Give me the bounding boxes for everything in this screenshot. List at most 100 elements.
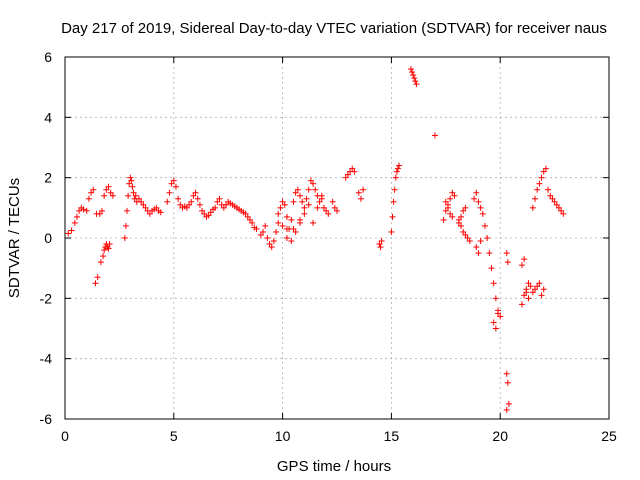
data-point [518, 262, 525, 269]
data-point [305, 186, 312, 193]
data-point [175, 195, 182, 202]
data-point [96, 210, 103, 217]
data-point [157, 209, 164, 216]
data-point [388, 228, 395, 235]
data-point [475, 250, 482, 257]
data-point [521, 292, 528, 299]
data-point [205, 212, 212, 219]
y-tick-label: -6 [40, 411, 53, 427]
data-point [299, 198, 306, 205]
data-point [411, 75, 418, 82]
data-point [121, 235, 128, 241]
data-point [334, 207, 340, 214]
data-point [73, 213, 80, 220]
data-point [186, 201, 193, 208]
data-point [212, 204, 219, 211]
data-point [153, 204, 160, 211]
data-point [538, 292, 545, 299]
data-point [101, 192, 108, 199]
grid-lines [65, 57, 609, 419]
data-point [316, 198, 323, 205]
data-point [464, 235, 471, 241]
y-tick-label: 6 [44, 49, 52, 65]
data-point [97, 259, 104, 266]
data-point [409, 69, 416, 76]
x-tick-label: 5 [170, 428, 178, 444]
data-point [329, 198, 336, 205]
data-point [124, 207, 131, 214]
data-point [288, 238, 295, 245]
data-point [410, 72, 417, 79]
data-point [242, 210, 249, 217]
data-point [331, 204, 338, 211]
x-tick-label: 15 [384, 428, 400, 444]
data-point [540, 168, 547, 175]
data-point [310, 219, 317, 226]
data-point [297, 192, 304, 199]
data-point [407, 66, 414, 73]
chart-title: Day 217 of 2019, Sidereal Day-to-day VTE… [61, 20, 607, 37]
y-tick-label: -4 [40, 351, 53, 367]
data-point [253, 225, 260, 232]
data-point [488, 265, 495, 272]
data-point [92, 280, 99, 287]
data-point [126, 180, 133, 187]
data-point [393, 168, 400, 175]
data-point [473, 189, 480, 196]
data-point [244, 213, 251, 220]
data-point [128, 177, 135, 184]
data-point [560, 210, 567, 217]
data-point [413, 81, 420, 88]
data-point [303, 195, 310, 202]
data-point [503, 370, 510, 377]
data-point [532, 195, 539, 202]
data-point [277, 204, 284, 211]
data-point [275, 219, 282, 226]
x-tick-label: 20 [492, 428, 508, 444]
data-point [412, 78, 419, 85]
data-point [490, 319, 497, 326]
data-point [458, 213, 465, 220]
data-point [357, 195, 364, 202]
data-point [76, 207, 83, 214]
data-point [490, 280, 497, 287]
data-point [177, 201, 184, 208]
data-point [283, 213, 290, 220]
data-point [294, 186, 301, 193]
data-point [100, 253, 107, 260]
data-point [477, 204, 484, 211]
data-point [391, 186, 398, 193]
data-point [534, 186, 541, 193]
data-point [188, 198, 195, 205]
data-point [360, 186, 367, 193]
data-point [320, 204, 327, 211]
data-point [105, 245, 112, 252]
data-point [484, 235, 491, 241]
data-point [194, 195, 201, 202]
data-point [80, 206, 87, 213]
data-point [101, 247, 108, 254]
data-point [314, 204, 321, 211]
data-point [273, 228, 280, 235]
data-point [214, 198, 221, 205]
data-point [135, 195, 142, 202]
y-tick-label: -2 [40, 290, 53, 306]
data-point [545, 186, 552, 193]
data-point [558, 207, 565, 214]
data-point [392, 174, 399, 181]
data-point [442, 207, 449, 214]
data-point [279, 198, 286, 205]
data-point [98, 207, 105, 214]
data-point [376, 241, 383, 248]
data-point [462, 204, 469, 211]
data-point [536, 180, 543, 187]
data-point [431, 132, 438, 139]
data-point [292, 189, 299, 196]
data-point [190, 192, 197, 199]
data-point [90, 186, 97, 193]
data-point [122, 222, 129, 229]
data-point [325, 210, 332, 217]
data-point [449, 213, 456, 220]
data-point [307, 177, 314, 184]
